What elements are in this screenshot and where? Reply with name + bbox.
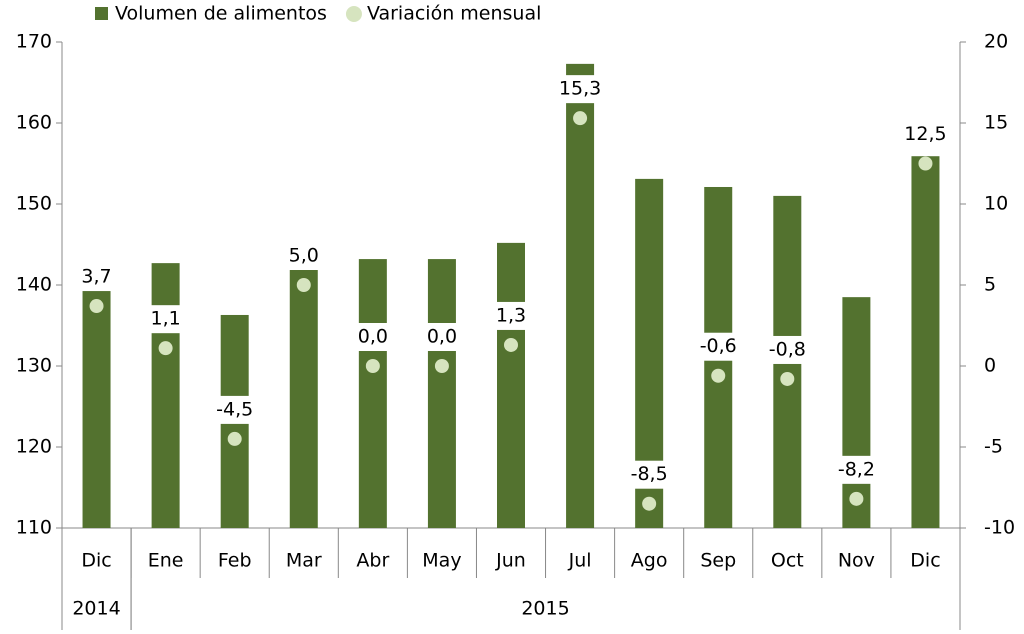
label-background — [485, 301, 537, 330]
point — [89, 299, 104, 314]
label-background — [692, 332, 745, 361]
data-label: 0,0 — [427, 326, 457, 348]
label-background — [761, 335, 814, 364]
data-label: -4,5 — [216, 398, 253, 420]
data-label: 15,3 — [559, 78, 601, 100]
x-tick-label: Nov — [838, 550, 875, 572]
point — [849, 491, 864, 506]
data-label: 3,7 — [81, 266, 111, 288]
y-tick-label: 110 — [16, 517, 52, 539]
legend-label: Variación mensual — [367, 3, 541, 25]
x-tick-label: May — [422, 550, 461, 572]
point — [365, 359, 380, 373]
label-background — [139, 305, 192, 334]
point — [504, 337, 518, 352]
group-label: 2014 — [72, 598, 120, 620]
y-tick-label: 120 — [16, 436, 52, 458]
y2-tick-label: 20 — [984, 31, 1008, 53]
y2-tick-label: 15 — [984, 112, 1008, 134]
point — [296, 278, 311, 292]
bar — [842, 297, 871, 528]
label-background — [623, 460, 676, 489]
point — [158, 341, 173, 356]
x-tick-label: Dic — [910, 550, 940, 572]
y2-tick-label: 0 — [984, 355, 996, 377]
legend-swatch — [95, 7, 108, 20]
y-tick-label: 160 — [16, 112, 52, 134]
data-label: 1,1 — [151, 308, 181, 330]
point — [573, 111, 588, 126]
bar — [911, 156, 940, 528]
y-tick-label: 170 — [16, 31, 52, 53]
x-tick-label: Feb — [218, 550, 252, 572]
bar — [566, 63, 595, 529]
y-tick-label: 150 — [16, 193, 52, 215]
y2-tick-label: 10 — [984, 193, 1008, 215]
x-tick-label: Oct — [771, 550, 804, 572]
point — [780, 371, 795, 386]
data-label: -0,8 — [769, 338, 806, 360]
x-tick-label: Jun — [495, 550, 526, 572]
data-label: -8,2 — [838, 458, 875, 480]
label-background — [70, 263, 123, 292]
data-label: -8,5 — [631, 463, 668, 485]
label-background — [554, 75, 607, 104]
bar — [151, 263, 180, 528]
data-label: 12,5 — [904, 123, 946, 145]
x-tick-label: Ene — [148, 550, 184, 572]
label-background — [277, 242, 330, 270]
data-label: 1,3 — [496, 304, 526, 326]
point — [227, 431, 242, 446]
bar — [358, 259, 387, 528]
label-background — [208, 395, 261, 424]
point — [642, 496, 657, 511]
bar — [497, 242, 525, 528]
data-label: -0,6 — [700, 335, 737, 357]
bar — [427, 259, 456, 528]
legend-swatch — [345, 6, 362, 22]
x-tick-label: Sep — [700, 550, 736, 572]
x-tick-label: Abr — [356, 550, 389, 572]
data-label: 5,0 — [289, 245, 319, 267]
y2-tick-label: 5 — [984, 274, 996, 296]
group-label: 2015 — [521, 598, 569, 620]
x-tick-label: Ago — [631, 550, 668, 572]
label-background — [899, 120, 952, 149]
data-label: 0,0 — [358, 326, 388, 348]
y2-tick-label: -5 — [984, 436, 1003, 458]
y-tick-label: 140 — [16, 274, 52, 296]
point — [711, 368, 726, 383]
label-background — [830, 455, 883, 484]
legend-label: Volumen de alimentos — [115, 3, 327, 25]
label-background — [346, 323, 399, 351]
y-tick-label: 130 — [16, 355, 52, 377]
point — [918, 156, 933, 171]
x-tick-label: Jul — [568, 550, 592, 572]
x-tick-label: Mar — [286, 550, 322, 572]
point — [434, 359, 449, 373]
bar — [82, 275, 111, 528]
label-background — [415, 323, 468, 351]
x-tick-label: Dic — [81, 550, 111, 572]
y2-tick-label: -10 — [984, 517, 1015, 539]
bar — [289, 259, 318, 528]
